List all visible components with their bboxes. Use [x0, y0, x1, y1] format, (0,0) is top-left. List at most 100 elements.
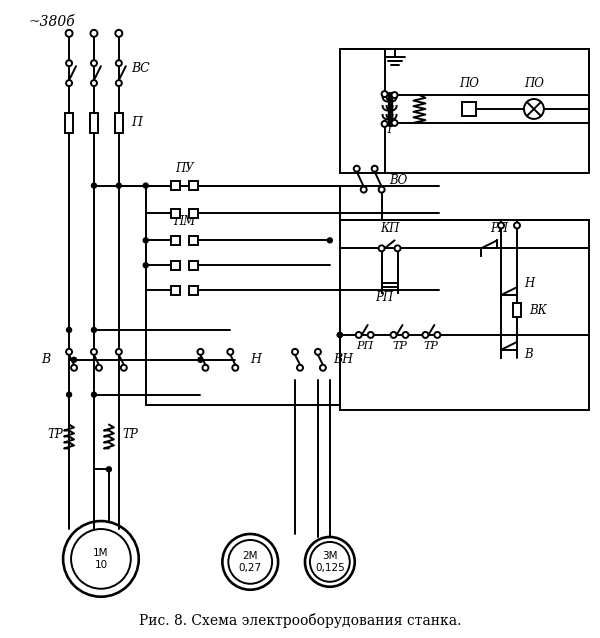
Circle shape [143, 183, 148, 188]
Bar [462, 102, 476, 116]
Circle shape [227, 349, 233, 355]
Text: РП: РП [376, 291, 394, 304]
Circle shape [391, 332, 397, 338]
Circle shape [121, 365, 127, 371]
Text: ТР: ТР [123, 428, 139, 441]
Circle shape [202, 365, 208, 371]
Circle shape [143, 263, 148, 268]
Text: 3М
0,125: 3М 0,125 [315, 551, 345, 573]
Circle shape [379, 246, 385, 251]
Circle shape [91, 183, 97, 188]
Text: ПО: ПО [459, 77, 479, 90]
Circle shape [91, 60, 97, 66]
Circle shape [514, 223, 520, 228]
Circle shape [106, 467, 112, 471]
Bar [189, 286, 198, 295]
Circle shape [337, 332, 343, 338]
Text: В: В [41, 353, 50, 366]
Bar [340, 221, 589, 410]
Circle shape [116, 80, 122, 86]
Circle shape [297, 365, 303, 371]
Text: ~380б: ~380б [28, 15, 75, 29]
Circle shape [232, 365, 238, 371]
Text: ПО: ПО [524, 77, 544, 90]
Circle shape [434, 332, 440, 338]
Circle shape [116, 183, 121, 188]
Text: ПУ: ПУ [175, 161, 194, 175]
Circle shape [116, 349, 122, 355]
Text: Н: Н [524, 277, 534, 290]
Text: ТР: ТР [424, 341, 439, 351]
Bar [171, 181, 180, 190]
Text: РП: РП [356, 341, 373, 351]
Bar [189, 181, 198, 190]
Circle shape [66, 60, 72, 66]
Circle shape [382, 91, 388, 97]
Text: Рис. 8. Схема электрооборудования станка.: Рис. 8. Схема электрооборудования станка… [139, 613, 461, 628]
Text: ВС: ВС [131, 62, 149, 75]
Circle shape [392, 92, 398, 98]
Circle shape [382, 121, 388, 127]
Bar [115, 113, 123, 133]
Circle shape [328, 238, 332, 243]
Text: Т: Т [386, 123, 394, 136]
Circle shape [65, 30, 73, 37]
Bar [171, 286, 180, 295]
Circle shape [66, 80, 72, 86]
Circle shape [96, 365, 102, 371]
Text: КП: КП [380, 223, 399, 235]
Circle shape [403, 332, 409, 338]
Circle shape [395, 246, 401, 251]
Circle shape [379, 187, 385, 193]
Bar [171, 261, 180, 270]
Circle shape [320, 365, 326, 371]
Circle shape [292, 349, 298, 355]
Bar [189, 209, 198, 218]
Text: ВН: ВН [333, 353, 353, 366]
Bar [513, 303, 521, 317]
Text: ВК: ВК [529, 304, 547, 316]
Bar [189, 236, 198, 245]
Bar [65, 113, 73, 133]
Text: ТР: ТР [392, 341, 407, 351]
Circle shape [197, 349, 203, 355]
Bar [171, 209, 180, 218]
Circle shape [116, 60, 122, 66]
Circle shape [354, 166, 360, 172]
Text: ТР: ТР [47, 428, 63, 441]
Circle shape [91, 80, 97, 86]
Circle shape [498, 223, 504, 228]
Text: РП: РП [490, 223, 508, 235]
Text: ПМ: ПМ [173, 216, 196, 228]
Circle shape [392, 120, 398, 126]
Circle shape [315, 349, 321, 355]
Circle shape [368, 332, 374, 338]
Circle shape [71, 357, 77, 362]
Circle shape [67, 327, 71, 332]
Circle shape [71, 365, 77, 371]
Circle shape [67, 392, 71, 397]
Bar [171, 236, 180, 245]
Text: В: В [524, 348, 533, 361]
Text: П: П [131, 116, 142, 130]
Circle shape [143, 238, 148, 243]
Circle shape [356, 332, 362, 338]
Bar [90, 113, 98, 133]
Bar [340, 49, 589, 173]
Text: 1М
10: 1М 10 [93, 548, 109, 570]
Circle shape [91, 349, 97, 355]
Circle shape [115, 30, 122, 37]
Circle shape [198, 357, 203, 362]
Bar [189, 261, 198, 270]
Circle shape [66, 349, 72, 355]
Circle shape [422, 332, 428, 338]
Circle shape [91, 392, 97, 397]
Circle shape [361, 187, 367, 193]
Text: Н: Н [250, 353, 261, 366]
Text: 2М
0,27: 2М 0,27 [239, 551, 262, 573]
Circle shape [91, 30, 97, 37]
Circle shape [371, 166, 377, 172]
Circle shape [91, 327, 97, 332]
Circle shape [337, 332, 343, 338]
Text: ВО: ВО [389, 174, 408, 187]
